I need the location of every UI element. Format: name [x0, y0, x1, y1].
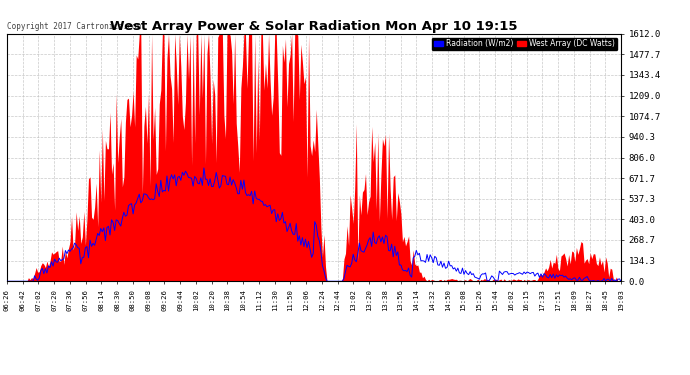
Title: West Array Power & Solar Radiation Mon Apr 10 19:15: West Array Power & Solar Radiation Mon A…	[110, 20, 518, 33]
Legend: Radiation (W/m2), West Array (DC Watts): Radiation (W/m2), West Array (DC Watts)	[432, 38, 617, 50]
Text: Copyright 2017 Cartronics.com: Copyright 2017 Cartronics.com	[7, 22, 141, 31]
